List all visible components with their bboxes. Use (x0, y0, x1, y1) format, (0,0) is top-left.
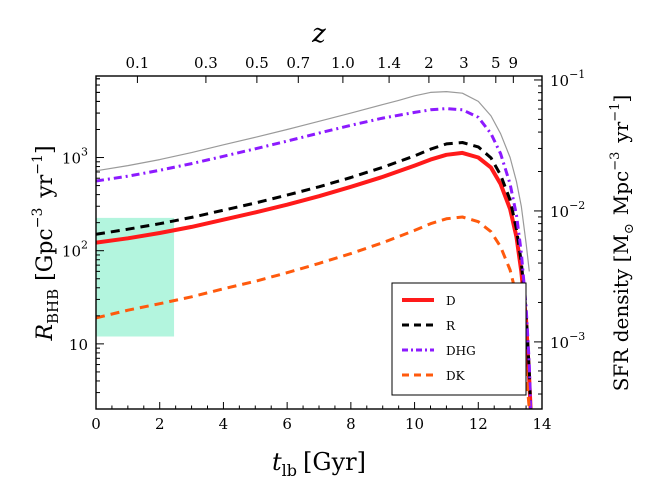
y-right-tick-label: 10−1 (550, 68, 585, 90)
y-right-axis-ticks: 10−3 10−2 10−1 (534, 68, 585, 395)
legend-label-d: D (446, 294, 456, 308)
top-tick-label: 2 (424, 54, 434, 72)
top-tick-label: 5 (491, 54, 501, 72)
y-left-tick-label: 102 (62, 239, 88, 261)
y-left-axis-title: RBHB[Gpc−3yr−1] (30, 145, 62, 341)
top-tick-label: 0.7 (286, 54, 310, 72)
x-axis-ticks: 0 2 4 6 8 10 12 14 (91, 402, 552, 433)
y-right-axis-title: SFR density [M⊙Mpc−3yr−1] (608, 95, 637, 392)
x-axis-title: tlb [Gyr] (272, 448, 366, 480)
legend: DR DHG DK (391, 282, 527, 396)
top-tick-label: 1.4 (377, 54, 401, 72)
x-tick-label: 0 (91, 415, 101, 433)
x-tick-label: 10 (405, 415, 424, 433)
x-tick-label: 2 (155, 415, 165, 433)
top-tick-label: 1.0 (331, 54, 355, 72)
x-tick-label: 12 (469, 415, 488, 433)
y-left-tick-label: 10 (69, 336, 88, 354)
x-tick-label: 6 (282, 415, 292, 433)
legend-label-dhg: DHG (446, 344, 476, 358)
series-line-sfr-density (96, 91, 530, 272)
series-line-r (96, 141, 533, 409)
x-tick-label: 14 (532, 415, 551, 433)
top-tick-label: 0.3 (194, 54, 218, 72)
legend-label-dk: DK (446, 369, 466, 383)
top-axis-ticks: 0.1 0.3 0.5 0.7 1.0 1.4 2 3 5 9 (125, 54, 518, 83)
y-right-tick-label: 10−3 (550, 330, 585, 352)
top-tick-label: 9 (509, 54, 519, 72)
x-tick-label: 4 (219, 415, 229, 433)
series-line-d (96, 150, 533, 409)
x-tick-label: 8 (346, 415, 356, 433)
y-left-tick-label: 103 (62, 146, 88, 168)
legend-label-r: R (446, 319, 456, 333)
y-left-axis-ticks: 10 102 103 (62, 78, 104, 410)
top-axis-title: z (311, 19, 326, 49)
y-right-tick-label: 10−2 (550, 199, 585, 221)
top-tick-label: 0.1 (125, 54, 149, 72)
top-tick-label: 0.5 (245, 54, 269, 72)
series-line-dhg (96, 107, 533, 409)
top-tick-label: 3 (459, 54, 469, 72)
